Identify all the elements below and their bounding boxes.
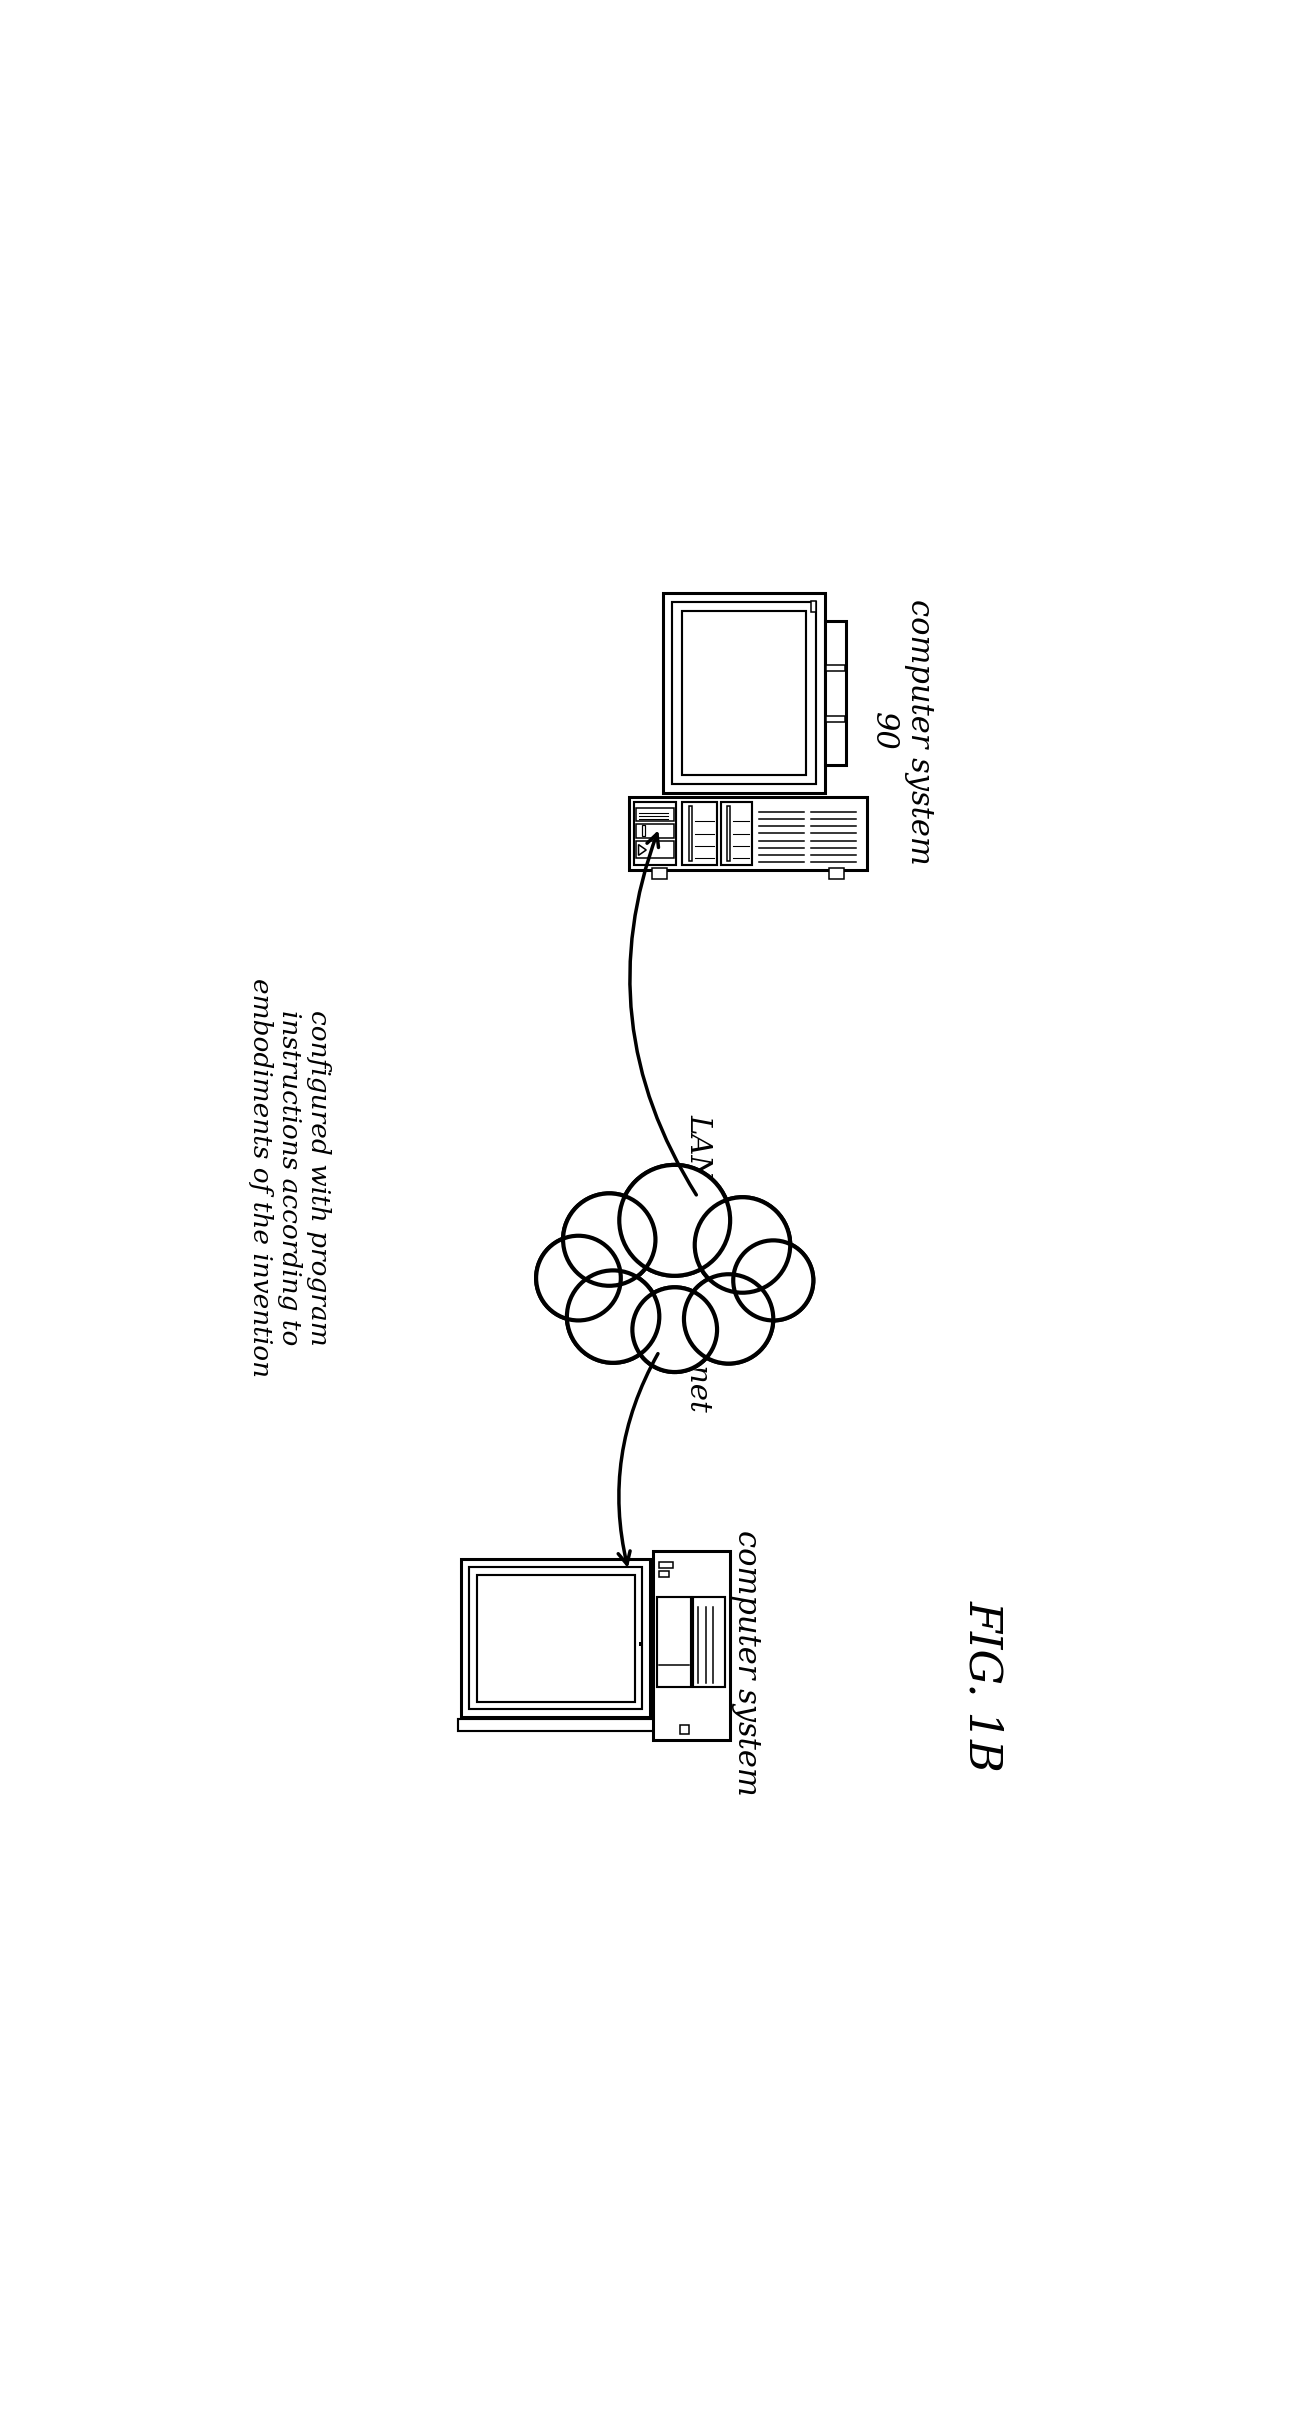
Circle shape xyxy=(695,1196,790,1293)
Bar xyxy=(652,868,667,880)
Bar xyxy=(825,620,846,766)
Bar xyxy=(477,1575,635,1702)
Circle shape xyxy=(537,1235,620,1320)
Circle shape xyxy=(684,1274,773,1364)
Bar xyxy=(633,802,677,865)
Bar xyxy=(673,603,816,783)
Bar xyxy=(827,666,845,671)
Circle shape xyxy=(620,1167,729,1274)
Bar xyxy=(811,600,816,613)
Polygon shape xyxy=(537,1164,814,1371)
Bar xyxy=(457,1719,654,1731)
Bar xyxy=(653,1551,730,1741)
Bar xyxy=(682,610,806,775)
Bar xyxy=(636,824,674,839)
Circle shape xyxy=(733,1240,814,1320)
Bar xyxy=(683,802,717,865)
Bar xyxy=(680,1724,690,1733)
Bar xyxy=(660,1570,669,1578)
Bar xyxy=(636,807,674,822)
Circle shape xyxy=(696,1198,789,1291)
Bar xyxy=(727,807,730,861)
Text: FIG. 1B: FIG. 1B xyxy=(961,1600,1004,1772)
Bar xyxy=(636,841,674,858)
Bar xyxy=(461,1558,650,1716)
Bar xyxy=(693,1597,725,1687)
Circle shape xyxy=(568,1271,658,1361)
Circle shape xyxy=(567,1271,660,1364)
Bar xyxy=(660,1563,673,1568)
Circle shape xyxy=(633,1288,716,1371)
Bar xyxy=(657,1597,691,1687)
Bar xyxy=(829,868,844,880)
Polygon shape xyxy=(639,844,646,856)
Bar xyxy=(643,827,645,836)
Circle shape xyxy=(734,1242,812,1320)
Circle shape xyxy=(564,1194,654,1284)
Bar xyxy=(663,593,825,793)
Circle shape xyxy=(563,1194,656,1286)
Text: configured with program
instructions according to
embodiments of the invention: configured with program instructions acc… xyxy=(248,977,332,1378)
Text: computer system
90: computer system 90 xyxy=(868,598,935,865)
Circle shape xyxy=(619,1164,730,1276)
Bar xyxy=(469,1568,643,1709)
Bar xyxy=(688,807,692,861)
Circle shape xyxy=(632,1288,717,1371)
Bar xyxy=(640,1641,643,1646)
Text: computer system
82: computer system 82 xyxy=(695,1529,761,1797)
Text: LAN/ WAN/ internet
84: LAN/ WAN/ internet 84 xyxy=(652,1113,713,1412)
Bar xyxy=(827,715,845,722)
Circle shape xyxy=(686,1276,772,1361)
Bar xyxy=(721,802,752,865)
Bar xyxy=(628,797,867,870)
Circle shape xyxy=(537,1237,619,1320)
